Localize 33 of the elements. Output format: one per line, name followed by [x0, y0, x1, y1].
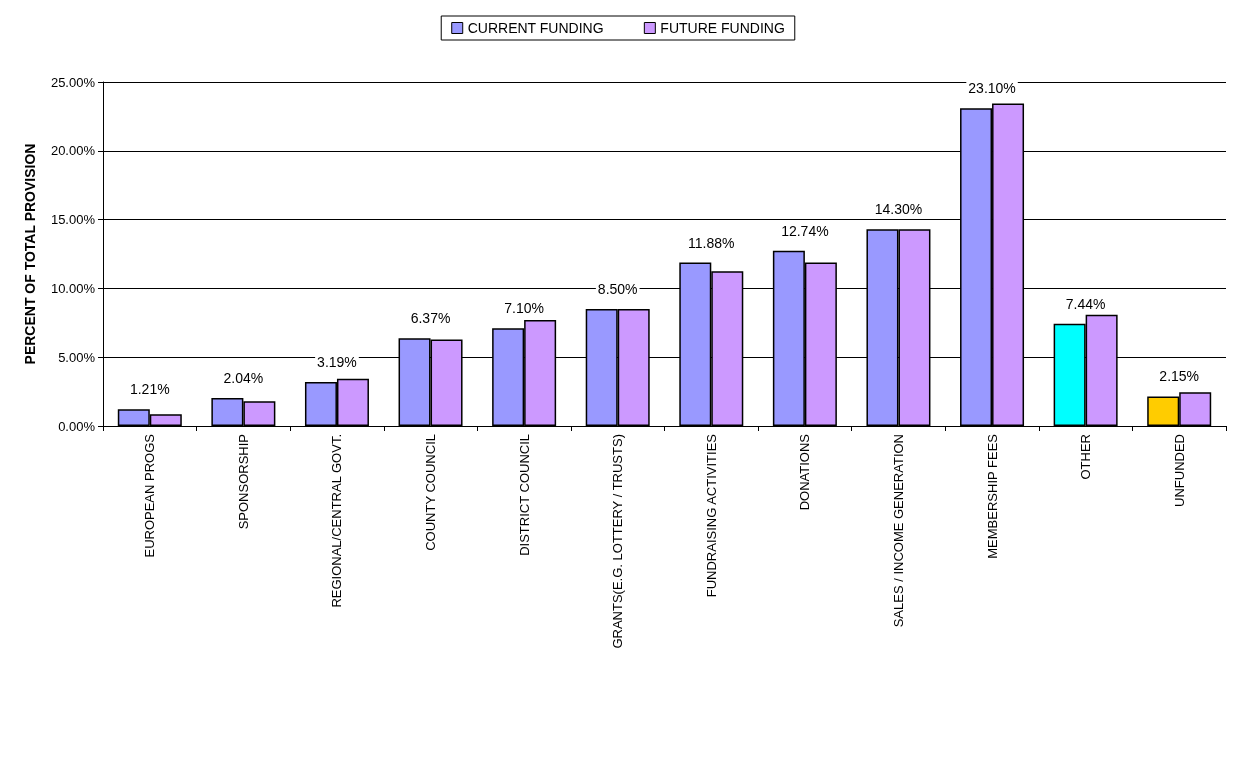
data-label: 3.19% [317, 354, 357, 371]
data-label: 2.04% [223, 369, 264, 386]
x-tick-label: COUNTY COUNCIL [423, 434, 439, 551]
data-label: 6.37% [410, 310, 451, 327]
y-tick-label: 0.00% [58, 418, 96, 434]
legend-label: FUTURE FUNDING [660, 20, 785, 36]
data-label: 23.10% [968, 80, 1016, 97]
data-label: 7.44% [1065, 295, 1106, 312]
y-tick-label: 20.00% [50, 143, 96, 159]
x-tick-label: EUROPEAN PROGS [142, 433, 158, 558]
data-label: 2.15% [1159, 368, 1200, 385]
data-label: 11.88% [688, 234, 735, 251]
x-tick-label: GRANTS(E.G. LOTTERY / TRUSTS) [610, 434, 626, 649]
data-label: 14.30% [874, 201, 923, 218]
data-label: 12.74% [781, 222, 829, 239]
x-tick-label: OTHER [1078, 434, 1094, 480]
y-tick-label: 15.00% [50, 212, 96, 228]
x-tick-label: MEMBERSHIP FEES [984, 433, 1000, 559]
x-tick-label: DONATIONS [797, 433, 813, 511]
data-label: 7.10% [504, 300, 544, 317]
legend-label: CURRENT FUNDING [467, 20, 604, 36]
x-tick-label: DISTRICT COUNCIL [516, 434, 532, 556]
y-tick-label: 5.00% [58, 349, 96, 365]
y-axis-title: PERCENT OF TOTAL PROVISION [22, 143, 38, 365]
y-tick-label: 10.00% [50, 280, 96, 296]
data-label: 8.50% [597, 281, 638, 298]
data-label: 1.21% [129, 381, 170, 398]
x-tick-label: FUNDRAISING ACTIVITIES [703, 433, 719, 598]
x-tick-label: UNFUNDED [1171, 434, 1187, 507]
x-tick-label: SALES / INCOME GENERATION [890, 434, 906, 628]
x-tick-label: SPONSORSHIP [235, 434, 251, 530]
y-tick-label: 25.00% [50, 74, 96, 90]
x-tick-label: REGIONAL/CENTRAL GOVT. [329, 434, 345, 608]
